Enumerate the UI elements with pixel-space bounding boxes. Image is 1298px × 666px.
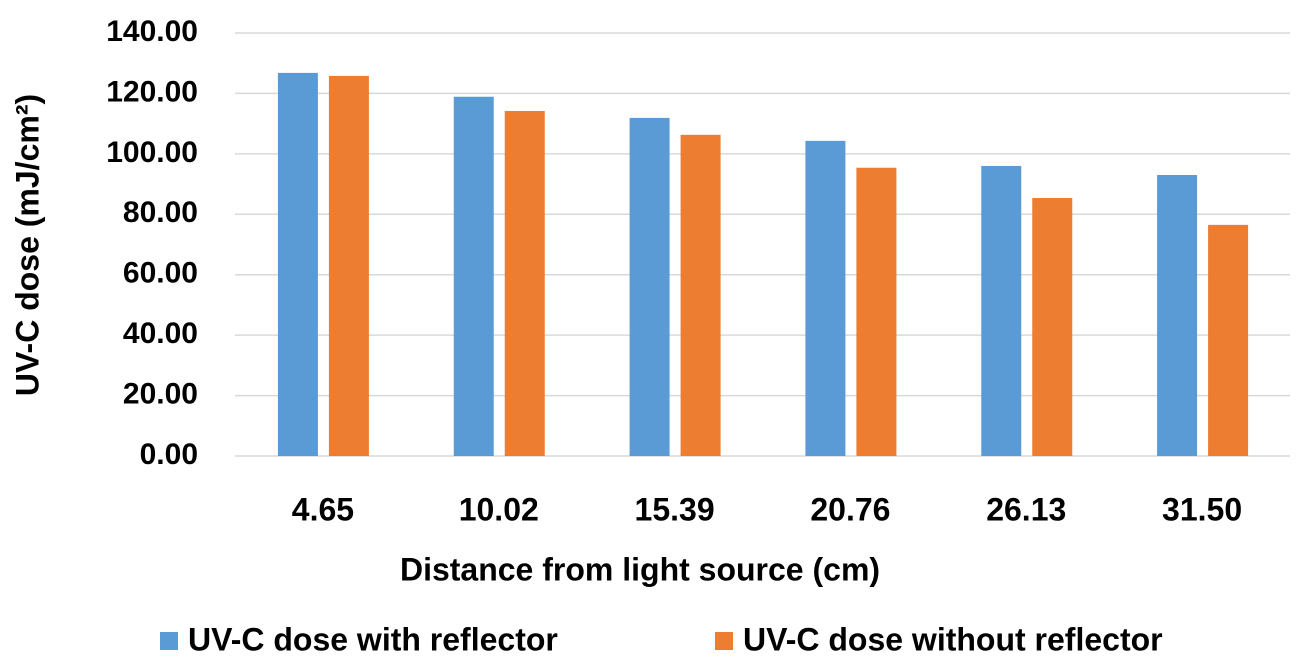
x-tick-label: 10.02 xyxy=(459,491,539,527)
y-axis-title: UV-C dose (mJ/cm²) xyxy=(9,94,45,396)
bar xyxy=(680,134,721,456)
x-tick-label: 15.39 xyxy=(635,491,715,527)
legend-label: UV-C dose without reflector xyxy=(743,621,1163,657)
y-tick-label: 140.00 xyxy=(106,15,198,48)
x-tick-label: 4.65 xyxy=(292,491,354,527)
x-axis-title: Distance from light source (cm) xyxy=(400,551,880,587)
bar xyxy=(629,117,670,456)
x-tick-label: 20.76 xyxy=(810,491,890,527)
bar xyxy=(453,96,494,457)
y-tick-label: 0.00 xyxy=(140,438,198,471)
x-tick-label: 31.50 xyxy=(1162,491,1242,527)
bar xyxy=(1157,175,1198,456)
y-tick-label: 40.00 xyxy=(123,317,198,350)
y-tick-label: 120.00 xyxy=(106,75,198,108)
bar xyxy=(504,110,545,457)
bar xyxy=(981,165,1022,456)
y-tick-label: 20.00 xyxy=(123,377,198,410)
legend-swatch xyxy=(715,632,733,650)
x-tick-label: 26.13 xyxy=(986,491,1066,527)
bar xyxy=(328,75,369,456)
legend-swatch xyxy=(160,632,178,650)
bar xyxy=(856,167,897,456)
bar xyxy=(1208,224,1249,456)
bar xyxy=(805,140,846,457)
legend-label: UV-C dose with reflector xyxy=(188,621,558,657)
y-tick-label: 60.00 xyxy=(123,257,198,290)
bar xyxy=(277,72,318,456)
y-tick-label: 80.00 xyxy=(123,196,198,229)
bar xyxy=(1032,197,1073,456)
y-tick-label: 100.00 xyxy=(106,136,198,169)
